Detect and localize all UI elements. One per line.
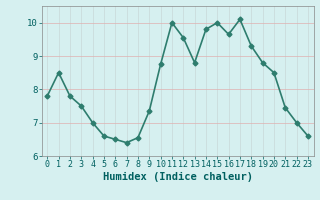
X-axis label: Humidex (Indice chaleur): Humidex (Indice chaleur) [103,172,252,182]
